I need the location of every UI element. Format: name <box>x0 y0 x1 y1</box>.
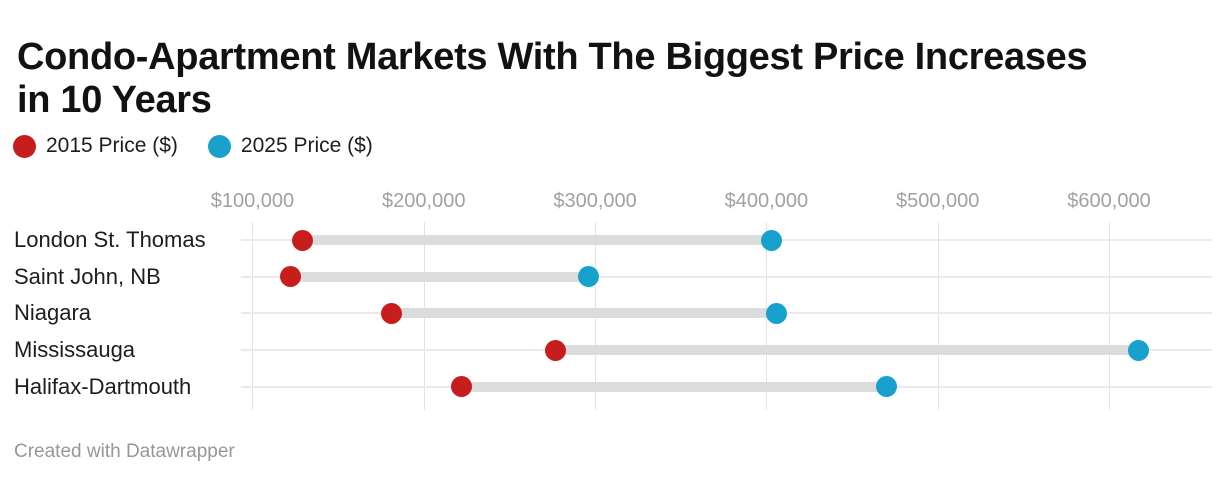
range-connector <box>391 308 777 319</box>
dot-2015-price[interactable] <box>291 229 313 251</box>
legend-item-2025: 2025 Price ($) <box>207 134 373 158</box>
dot-2015-price[interactable] <box>279 266 301 288</box>
legend-label-2015: 2015 Price ($) <box>46 134 178 157</box>
x-gridline <box>252 222 254 410</box>
legend: 2015 Price ($) 2025 Price ($) <box>13 134 373 158</box>
category-label: Halifax-Dartmouth <box>14 373 192 399</box>
dot-2025-price[interactable] <box>875 376 897 398</box>
legend-label-2025: 2025 Price ($) <box>240 134 373 157</box>
x-axis-tick-label: $300,000 <box>553 190 637 212</box>
x-axis-tick-label: $500,000 <box>895 190 980 212</box>
x-axis-tick-label: $100,000 <box>210 190 295 212</box>
range-connector <box>302 235 772 245</box>
dot-2015-price[interactable] <box>380 302 402 324</box>
range-connector <box>290 271 589 282</box>
x-axis-tick-label: $200,000 <box>382 190 466 212</box>
category-label: Mississauga <box>14 337 136 362</box>
dot-2025-price[interactable] <box>1127 339 1149 361</box>
legend-item-2015: 2015 Price ($) <box>13 134 178 158</box>
row-baseline <box>241 275 1212 278</box>
plot-area: $100,000 $200,000 $300,000 $400,000 $500,000… <box>0 188 1220 420</box>
dot-2015-price[interactable] <box>545 339 567 361</box>
legend-swatch-2025-icon <box>207 134 231 158</box>
dot-2025-price[interactable] <box>577 266 599 288</box>
dot-2015-price[interactable] <box>450 376 472 398</box>
range-connector <box>555 345 1139 355</box>
x-axis-tick-label: $400,000 <box>724 190 809 212</box>
category-label: Niagara <box>14 300 92 326</box>
x-gridline <box>1108 222 1110 410</box>
category-label: London St. Thomas <box>14 227 206 252</box>
x-gridline <box>937 222 939 410</box>
x-axis-tick-label: $600,000 <box>1067 190 1151 212</box>
dot-2025-price[interactable] <box>766 302 788 324</box>
legend-swatch-2015-icon <box>13 134 36 158</box>
chart-title: Condo-Apartment Markets With The Biggest… <box>17 36 1088 122</box>
dot-2025-price[interactable] <box>761 229 783 251</box>
category-label: Saint John, NB <box>14 263 161 289</box>
footer-credit[interactable]: Created with Datawrapper <box>14 441 235 462</box>
range-connector <box>461 381 887 392</box>
